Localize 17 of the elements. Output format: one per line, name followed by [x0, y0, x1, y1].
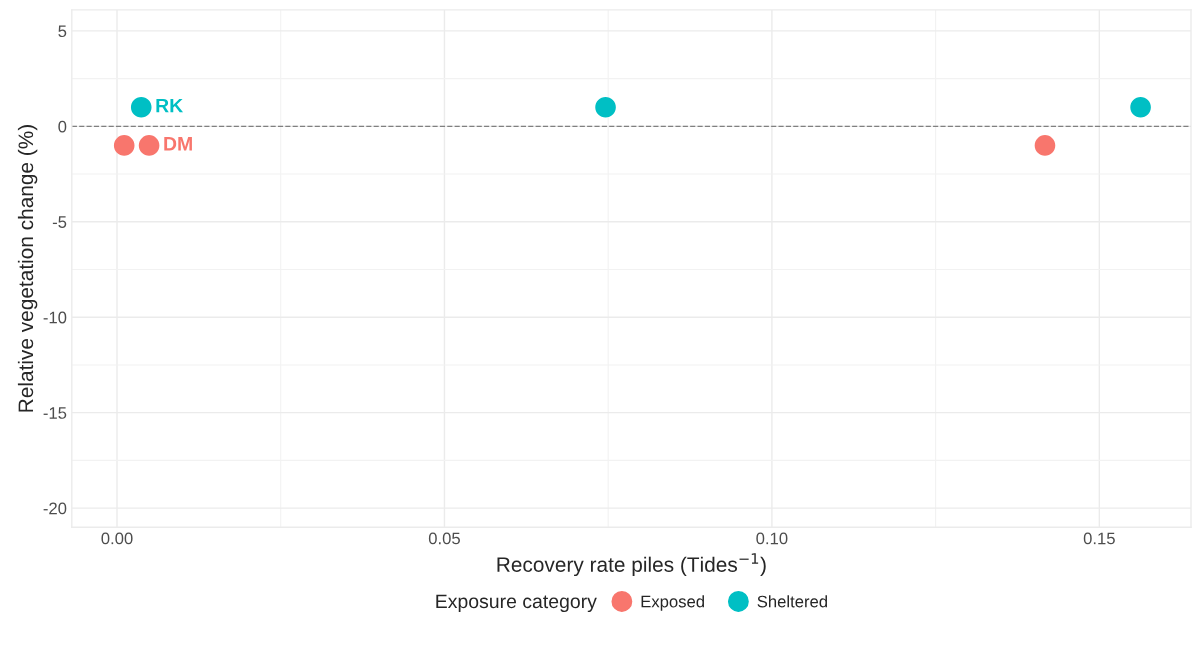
- y-axis-title: Relative vegetation change (%): [17, 125, 38, 412]
- annotation: DM: [164, 137, 192, 151]
- y-tick-label: -15: [43, 407, 67, 419]
- y-tick-label: -10: [43, 311, 67, 324]
- x-tick-label: 0.15: [1083, 532, 1115, 545]
- y-tick-label: 0: [58, 120, 67, 133]
- x-tick-label: 0.05: [428, 532, 460, 545]
- y-tick-label: -5: [52, 216, 67, 228]
- y-tick-label: 5: [58, 25, 67, 38]
- legend-label: Exposed: [641, 595, 704, 611]
- annotation: RK: [156, 98, 184, 113]
- x-tick-label: 0.00: [101, 532, 133, 545]
- legend-label: Sheltered: [757, 595, 828, 608]
- x-axis-title: Recovery rate piles (Tides$^{−1}$): [497, 553, 766, 577]
- y-tick-label: -20: [43, 502, 67, 515]
- x-tick-label: 0.10: [756, 532, 788, 545]
- legend-title: Exposure category: [436, 594, 597, 613]
